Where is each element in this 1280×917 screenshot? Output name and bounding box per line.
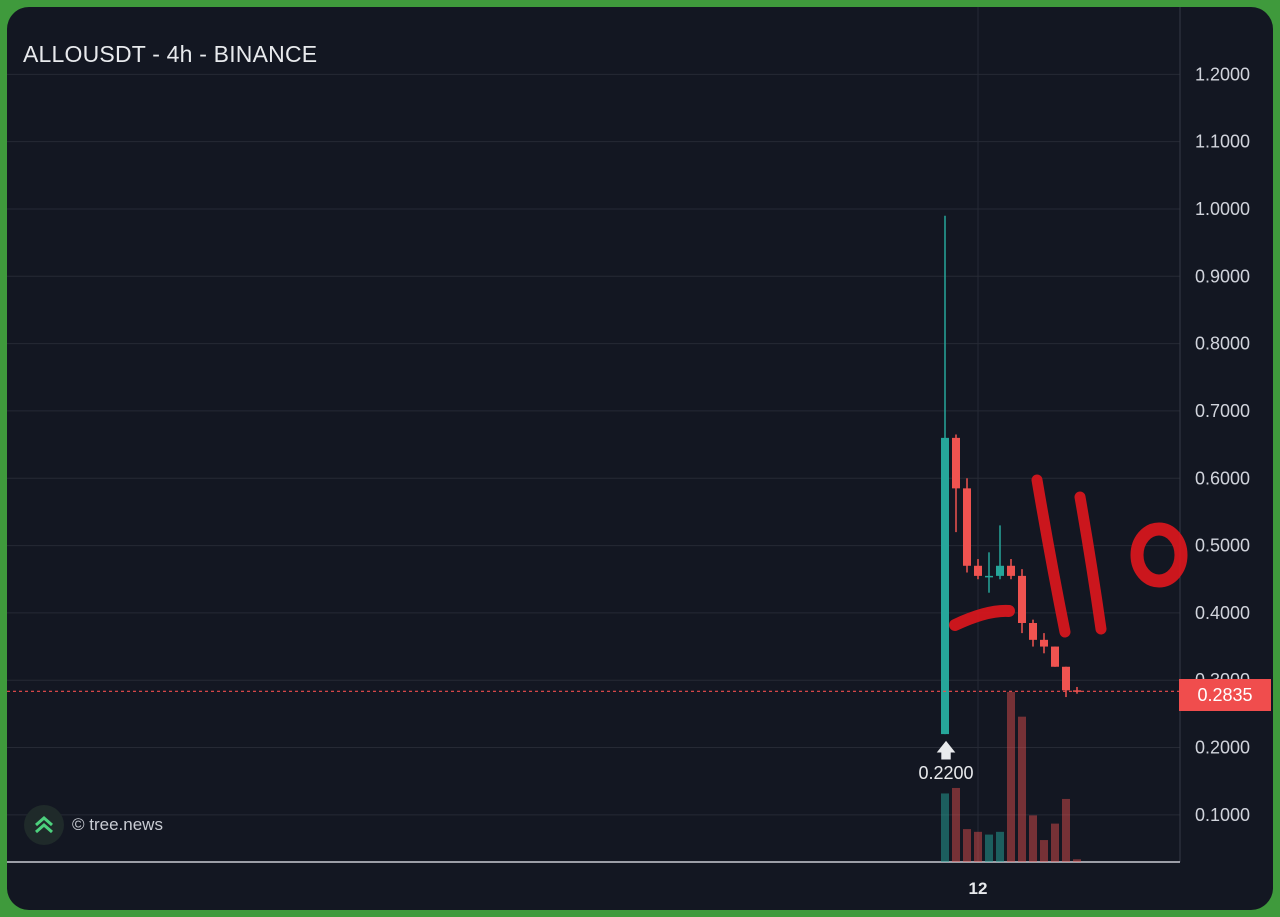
volume-bar <box>1073 859 1081 862</box>
y-tick-label: 0.2000 <box>1195 738 1250 758</box>
y-tick-label: 0.1000 <box>1195 805 1250 825</box>
price-chart[interactable]: 1.2000 1.1000 1.0000 0.9000 0.8000 0.7000 0.60… <box>7 7 1273 910</box>
volume-bar <box>974 831 982 862</box>
low-price-label: 0.2200 <box>918 763 974 783</box>
volume-bar <box>1051 823 1059 862</box>
volume-bar <box>1018 716 1026 862</box>
chart-title: ALLOUSDT - 4h - BINANCE <box>23 41 318 67</box>
candle-body <box>952 437 960 489</box>
grid-lines <box>7 7 1180 862</box>
watermark: © tree.news <box>24 805 163 845</box>
current-price-badge: 0.2835 <box>1179 679 1271 711</box>
candle-body <box>1062 666 1070 691</box>
y-tick-label: 0.8000 <box>1195 334 1250 354</box>
red-handwritten-scribble-icon <box>949 474 1188 638</box>
watermark-text: © tree.news <box>72 815 163 834</box>
candle-body <box>941 437 949 735</box>
y-tick-label: 1.0000 <box>1195 199 1250 219</box>
y-tick-label: 1.1000 <box>1195 132 1250 152</box>
volume-bar <box>952 787 960 862</box>
candle-body <box>1007 565 1015 576</box>
volume-bar <box>1062 798 1070 862</box>
low-price-marker: 🡅 0.2200 <box>914 740 978 784</box>
candle-body <box>1018 575 1026 624</box>
y-tick-label: 0.5000 <box>1195 536 1250 556</box>
y-tick-label: 0.4000 <box>1195 603 1250 623</box>
candles <box>941 215 1081 735</box>
candle-body <box>985 575 993 578</box>
candle-body <box>996 565 1004 576</box>
y-tick-label: 0.9000 <box>1195 266 1250 286</box>
volume-bar <box>963 829 971 862</box>
volume-bar <box>985 834 993 862</box>
y-axis-ticks: 1.2000 1.1000 1.0000 0.9000 0.8000 0.7000 0.60… <box>1195 64 1250 825</box>
x-tick-label: 12 <box>969 879 988 898</box>
volume-bar <box>1040 840 1048 862</box>
tree-news-logo-icon <box>24 805 64 845</box>
y-tick-label: 0.7000 <box>1195 401 1250 421</box>
volume-bar <box>1007 692 1015 862</box>
y-tick-label: 1.2000 <box>1195 64 1250 84</box>
y-tick-label: 0.6000 <box>1195 468 1250 488</box>
chart-panel: 1.2000 1.1000 1.0000 0.9000 0.8000 0.7000 0.60… <box>7 7 1273 910</box>
volume-bar <box>1029 815 1037 862</box>
candle-body <box>1029 623 1037 640</box>
candle-body <box>974 565 982 576</box>
volume-bars <box>941 692 1081 862</box>
candle-body <box>1051 646 1059 667</box>
candle-body <box>1040 639 1048 647</box>
x-axis-ticks: 12 <box>969 879 988 898</box>
volume-bar <box>941 793 949 862</box>
volume-bar <box>996 831 1004 862</box>
candle-body <box>963 488 971 566</box>
up-arrow-icon: 🡅 <box>935 740 957 762</box>
